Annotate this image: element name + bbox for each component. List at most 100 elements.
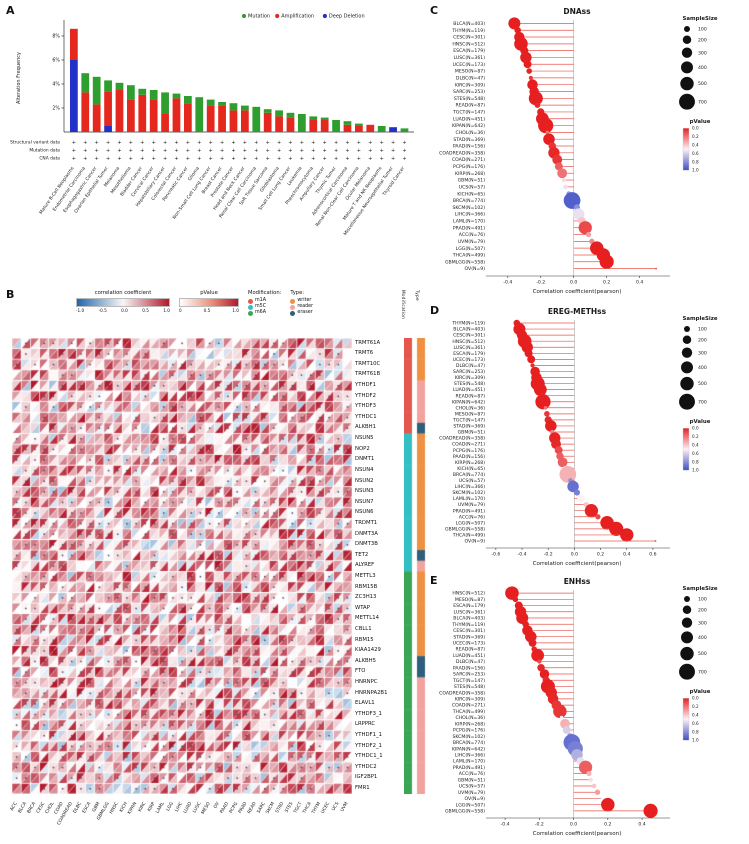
row-label: BLCA(N=403): [453, 616, 485, 622]
row-label: HNSC(N=512): [452, 591, 485, 597]
bar-segment: [127, 85, 135, 100]
size-legend-dot: [681, 361, 693, 374]
availability-marker: +: [209, 140, 213, 146]
row-label: ESCA(N=179): [453, 351, 485, 357]
data-dot: [535, 394, 551, 410]
corr-tick: -1.0: [76, 308, 85, 313]
type-legend-item: reader: [290, 304, 313, 310]
x-tick-label: 0.2: [604, 822, 611, 828]
row-label: HNSC(N=512): [452, 339, 485, 345]
availability-marker: +: [300, 156, 304, 162]
bar-segment: [309, 120, 318, 132]
data-dot: [578, 221, 592, 235]
column-label: ESCA: [81, 800, 93, 814]
panel-e: E ENHss HNSC(N=512) MESO(N=87) ESCA(N=179) L…: [430, 574, 745, 844]
row-label: HNSC(N=512): [452, 41, 485, 47]
size-legend-label: 200: [698, 37, 707, 43]
column-label: PAAD: [219, 801, 231, 815]
data-dot: [528, 91, 543, 106]
bar-segment: [206, 99, 215, 106]
row-label: LIHC(N=366): [455, 752, 485, 758]
data-dot: [527, 355, 536, 364]
modification-legend-title: Modification:: [248, 290, 282, 296]
column-label: LGG: [165, 801, 175, 813]
modification-strip-title: Modification: [401, 290, 406, 320]
pvalue-tick-label: 0.8: [692, 729, 699, 734]
row-label: LUAD(N=451): [453, 653, 485, 659]
row-label: COAD(N=271): [452, 703, 485, 709]
data-dot: [572, 208, 585, 220]
size-legend-label: 100: [698, 27, 707, 33]
row-label: KIRP(N=268): [455, 460, 485, 466]
row-label: KIPAN(N=642): [452, 399, 485, 405]
bar-segment: [70, 28, 78, 60]
size-legend-dot: [682, 335, 692, 344]
gene-label: KIAA1429: [355, 647, 381, 654]
bar-segment: [298, 114, 306, 132]
availability-marker: +: [129, 140, 133, 146]
availability-marker: +: [209, 148, 213, 154]
size-legend-label: 700: [698, 669, 707, 675]
annotation-strips-canvas: [404, 338, 426, 794]
x-tick-label: -0.2: [535, 822, 544, 828]
row-label: THYM(N=119): [451, 622, 485, 628]
m1A-dot: [248, 298, 253, 304]
data-dot: [520, 51, 532, 64]
size-legend-label: 700: [698, 99, 707, 105]
size-legend-dot: [684, 596, 690, 602]
column-label: CESC: [35, 801, 46, 814]
column-label: DLBC: [72, 801, 83, 815]
row-label: THYM(N=119): [451, 321, 485, 327]
size-legend-dot: [679, 393, 695, 410]
bar-segment: [286, 112, 295, 118]
row-label: OV(N=9): [465, 539, 486, 545]
row-label: PRAD(N=491): [453, 765, 485, 771]
data-dot: [620, 528, 634, 542]
availability-marker: +: [220, 140, 224, 146]
gene-label: YTHDF2_1: [355, 742, 382, 749]
marker-row-label: Structural variant data: [10, 140, 60, 146]
availability-marker: +: [323, 140, 327, 146]
gene-label: TRDMT1: [355, 519, 378, 526]
modification-label: m1A: [255, 298, 267, 303]
data-dot: [588, 777, 593, 782]
availability-marker: +: [152, 148, 156, 154]
column-label: KICH: [118, 801, 129, 813]
gene-label: RBM15: [355, 636, 374, 643]
bar-segment: [263, 112, 272, 132]
size-legend-label: 100: [698, 597, 707, 603]
gene-label: HNRNPA2B1: [355, 689, 388, 696]
row-label: LIHC(N=366): [455, 212, 485, 218]
size-legend-dot: [681, 61, 693, 74]
availability-marker: +: [106, 140, 110, 146]
row-label: KIPAN(N=642): [452, 123, 485, 129]
panel-a-label: A: [6, 4, 15, 17]
size-legend-dot: [684, 326, 690, 332]
size-legend-label: 500: [698, 381, 707, 387]
bar-segment: [263, 109, 272, 113]
row-label: COAD(N=271): [452, 442, 485, 448]
data-dot: [578, 760, 593, 774]
data-dot: [561, 177, 566, 183]
size-legend-label: 700: [698, 399, 707, 405]
availability-marker: +: [334, 140, 338, 146]
row-label: ESCA(N=179): [453, 603, 485, 609]
availability-marker: +: [380, 140, 384, 146]
row-label: CHOL(N=36): [455, 130, 485, 136]
row-label: UCEC(N=173): [453, 357, 486, 363]
column-label: LIHC: [174, 801, 184, 813]
pvalue-tick-label: 0.6: [692, 151, 699, 156]
reader-dot: [290, 304, 296, 310]
size-legend-dot: [680, 646, 694, 661]
size-legend-label: 400: [698, 65, 707, 71]
column-label: STES: [284, 801, 295, 814]
row-label: STAD(N=369): [453, 137, 485, 143]
row-label: UVM(N=79): [458, 790, 485, 796]
bar-segment: [206, 105, 215, 132]
bar-segment: [229, 110, 238, 132]
marker-row-label: Mutation data: [29, 148, 60, 154]
availability-marker: +: [345, 156, 349, 162]
column-label: TGCT: [292, 801, 304, 816]
row-label: THYM(N=119): [451, 28, 485, 34]
